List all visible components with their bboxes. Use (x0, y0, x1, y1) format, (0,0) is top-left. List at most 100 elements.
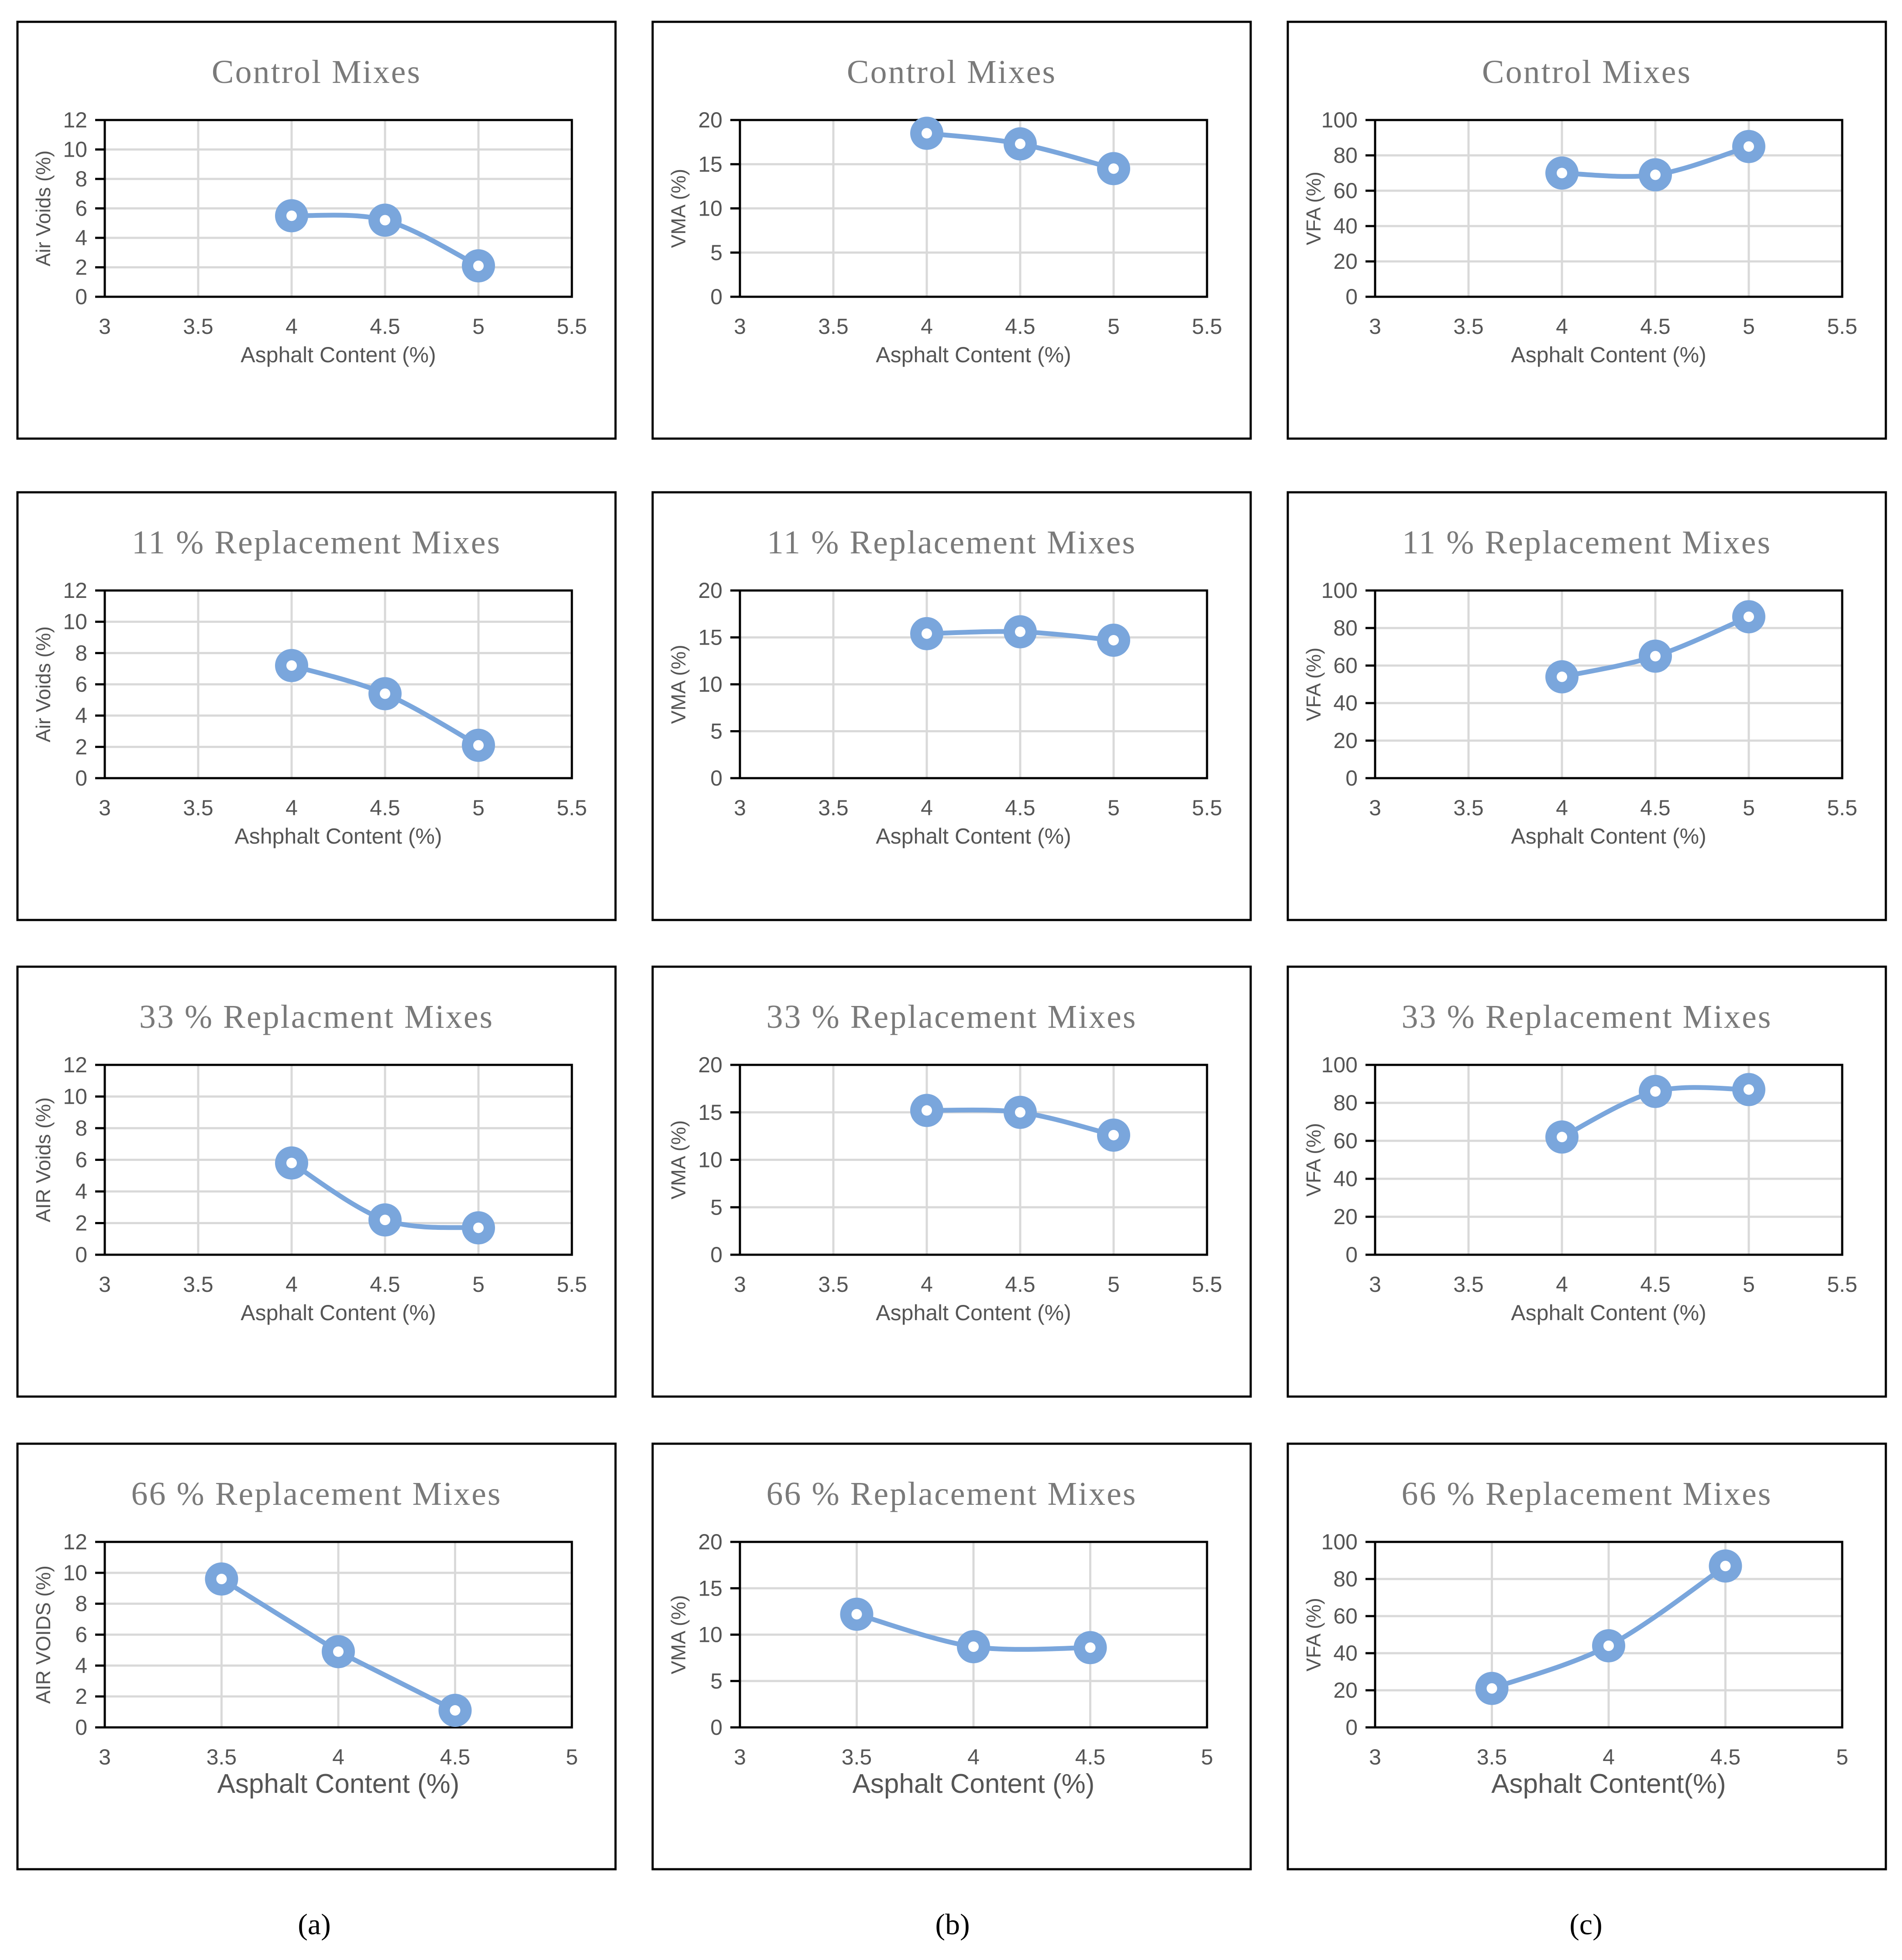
x-tick-label: 5.5 (557, 314, 587, 339)
y-tick-label: 15 (698, 152, 722, 176)
y-tick-label: 20 (698, 1053, 722, 1077)
data-point-center (1744, 141, 1754, 152)
data-point-center (473, 261, 484, 271)
x-tick-label: 5.5 (1192, 314, 1222, 339)
x-tick-label: 3.5 (818, 796, 849, 820)
y-tick-label: 20 (1333, 249, 1358, 274)
chart-panel: 11 % Replacement Mixes 3 3.5 4 4.5 5 5.5 0 5 10 15… (651, 491, 1252, 921)
column-label-a: (a) (298, 1908, 330, 1941)
y-tick-label: 0 (710, 1715, 722, 1740)
x-tick-label: 4 (285, 314, 298, 339)
data-point-center (333, 1646, 344, 1657)
plot-area-border (739, 1541, 1208, 1729)
y-tick-label: 20 (698, 1530, 722, 1554)
x-axis-label: Asphalt Content(%) (1491, 1769, 1726, 1799)
y-tick-label: 60 (1333, 178, 1358, 203)
y-tick-label: 15 (698, 1100, 722, 1125)
y-tick-label: 6 (75, 1148, 87, 1172)
y-tick-label: 20 (1333, 1205, 1358, 1229)
panel-frame (651, 1442, 1252, 1871)
y-tick-label: 20 (698, 578, 722, 603)
x-tick-label: 3 (99, 796, 111, 820)
y-axis-label: VFA (%) (1302, 172, 1325, 245)
data-point-center (286, 660, 297, 671)
panel-frame (16, 491, 617, 921)
x-tick-label: 4.5 (1005, 1272, 1035, 1297)
chart-panel: Control Mixes 3 3.5 4 4.5 5 5.5 0 2 4 6 8 10 12 Asphal… (16, 21, 617, 440)
x-tick-label: 5 (1107, 314, 1120, 339)
data-point-center (1650, 1086, 1661, 1097)
data-point-center (1015, 1107, 1025, 1118)
y-tick-label: 80 (1333, 1091, 1358, 1115)
y-tick-label: 0 (710, 766, 722, 790)
y-tick-label: 2 (75, 735, 87, 759)
x-tick-label: 4.5 (370, 1272, 400, 1297)
x-tick-label: 3 (1369, 1745, 1381, 1769)
y-tick-label: 100 (1321, 1530, 1358, 1554)
y-axis-label: Air Voids (%) (32, 151, 55, 267)
x-tick-label: 5 (472, 796, 485, 820)
y-tick-label: 5 (710, 240, 722, 265)
y-axis-label: VFA (%) (1302, 1598, 1325, 1672)
x-tick-label: 5 (1201, 1745, 1213, 1769)
x-tick-label: 3 (734, 1745, 746, 1769)
column-label-c: (c) (1569, 1908, 1602, 1941)
x-tick-label: 3 (1369, 796, 1381, 820)
charts-layer: Control Mixes 3 3.5 4 4.5 5 5.5 0 2 4 6 8 10 12 Asphal… (16, 21, 1887, 1871)
y-tick-label: 4 (75, 226, 87, 250)
x-tick-label: 3.5 (206, 1745, 237, 1769)
data-point-center (1744, 611, 1754, 622)
x-tick-label: 5.5 (1827, 314, 1857, 339)
data-point-center (922, 128, 932, 139)
y-tick-label: 10 (63, 1561, 87, 1585)
data-point-center (1557, 671, 1567, 682)
panel-frame (651, 965, 1252, 1398)
y-tick-label: 6 (75, 672, 87, 697)
panel-frame (651, 21, 1252, 440)
plot-area-border (739, 119, 1208, 298)
chart-panel: 66 % Replacement Mixes 3 3.5 4 4.5 5 0 5 10 15 20 A… (651, 1442, 1252, 1871)
y-tick-label: 100 (1321, 108, 1358, 132)
column-label-b: (b) (935, 1908, 970, 1941)
x-tick-label: 3 (1369, 1272, 1381, 1297)
x-tick-label: 5 (566, 1745, 578, 1769)
y-tick-label: 12 (63, 1053, 87, 1077)
y-tick-label: 100 (1321, 578, 1358, 603)
y-tick-label: 15 (698, 1576, 722, 1600)
x-tick-label: 3.5 (818, 1272, 849, 1297)
y-tick-label: 0 (1345, 1243, 1358, 1267)
y-axis-label: Air Voids (%) (32, 626, 55, 742)
x-tick-label: 3 (1369, 314, 1381, 339)
data-point-center (1015, 138, 1025, 149)
data-point-center (450, 1705, 461, 1716)
x-tick-label: 3.5 (842, 1745, 872, 1769)
y-tick-label: 10 (63, 610, 87, 634)
y-tick-label: 6 (75, 1623, 87, 1647)
y-tick-label: 10 (698, 672, 722, 697)
chart-title: 11 % Replacement Mixes (132, 524, 501, 561)
y-axis-label: AIR Voids (%) (32, 1097, 55, 1222)
x-tick-label: 5 (1743, 314, 1755, 339)
plot-area-border (1374, 589, 1844, 779)
data-point-center (1085, 1642, 1096, 1653)
x-axis-label: Asphalt Content (%) (241, 1301, 436, 1325)
x-tick-label: 5.5 (1192, 1272, 1222, 1297)
y-axis-label: VMA (%) (667, 1595, 690, 1674)
plot-area-border (1374, 1541, 1844, 1729)
x-tick-label: 4 (1556, 314, 1568, 339)
data-point-center (1108, 163, 1119, 174)
x-tick-label: 4 (332, 1745, 344, 1769)
data-point-center (473, 1222, 484, 1233)
chart-title: 66 % Replacement Mixes (766, 1476, 1137, 1512)
x-tick-label: 3.5 (183, 314, 213, 339)
x-tick-label: 4.5 (370, 796, 400, 820)
y-tick-label: 8 (75, 167, 87, 191)
data-point-center (1603, 1641, 1614, 1651)
y-axis-label: VFA (%) (1302, 648, 1325, 721)
data-point-center (851, 1609, 862, 1620)
y-tick-label: 15 (698, 625, 722, 650)
x-tick-label: 4 (921, 1272, 933, 1297)
x-axis-label: Asphalt Content (%) (876, 824, 1071, 848)
y-tick-label: 60 (1333, 653, 1358, 678)
x-axis-label: Asphalt Content (%) (876, 343, 1071, 367)
